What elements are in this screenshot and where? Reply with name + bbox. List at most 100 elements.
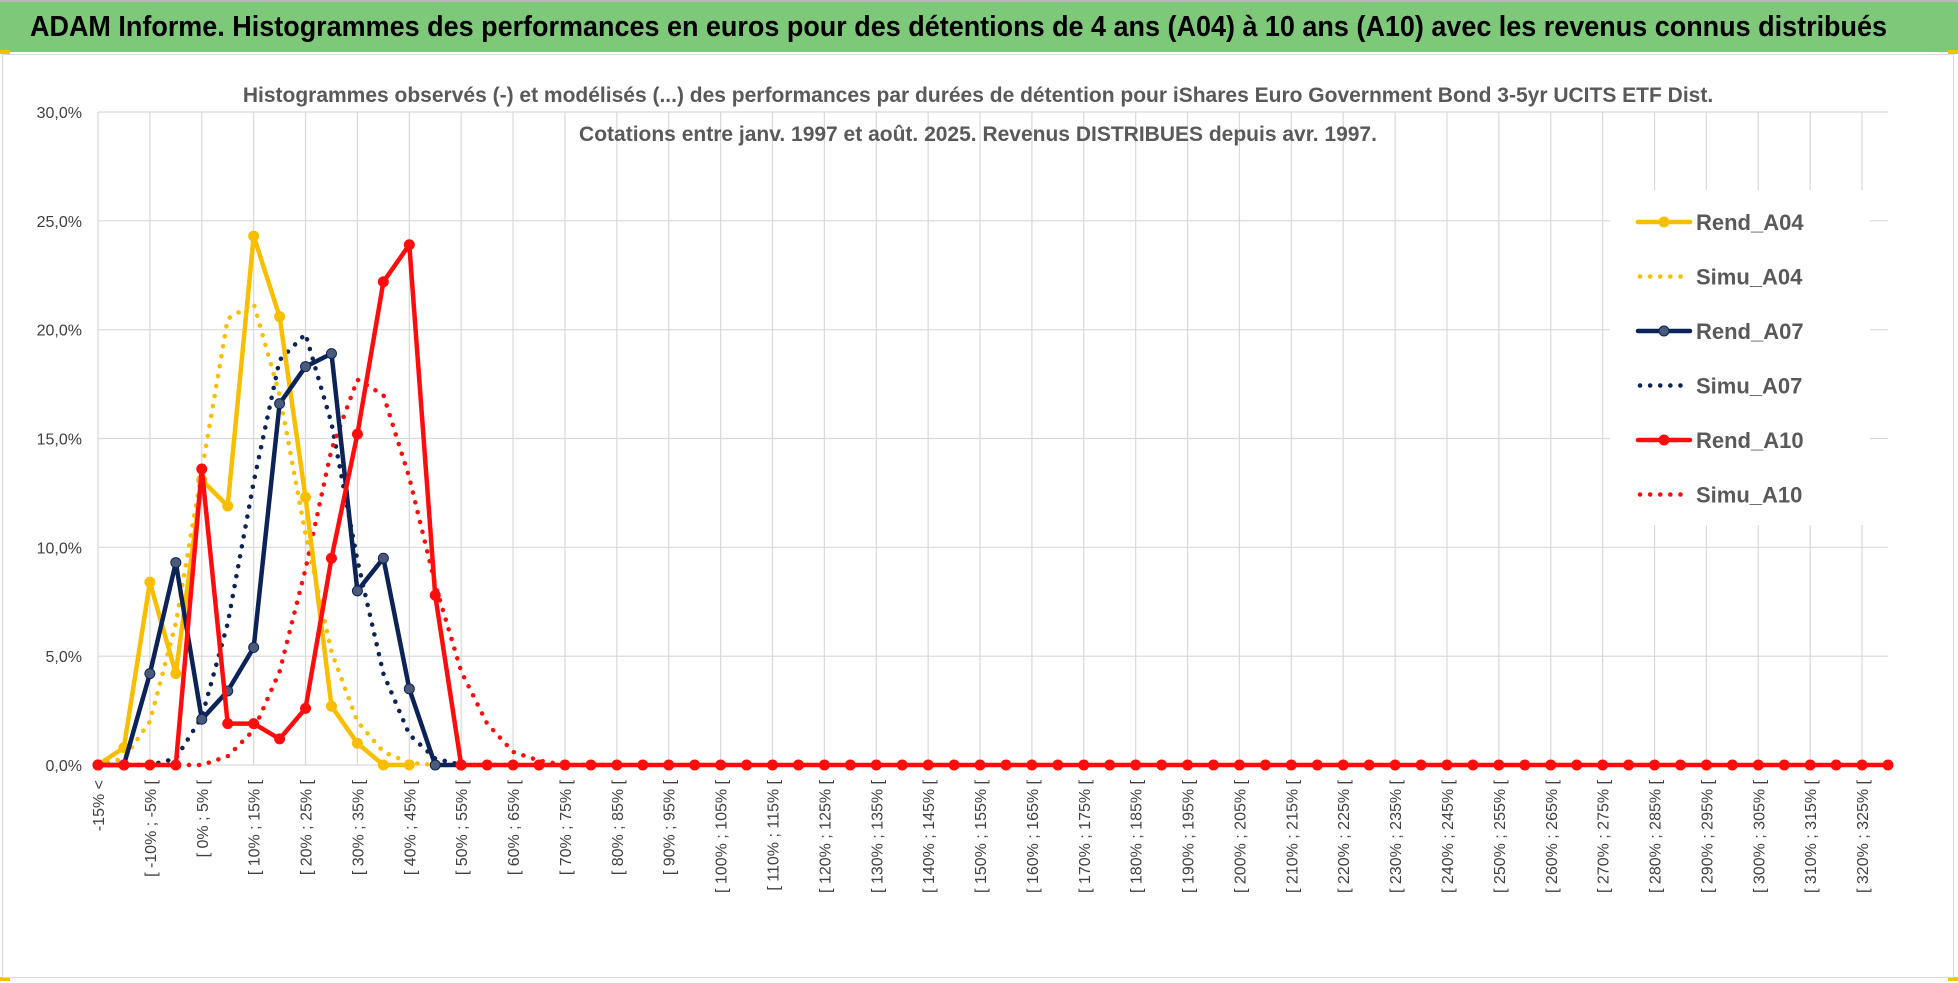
data-point-rend-a10 [922,759,934,771]
x-tick-label: [ 170% ; 175% [ [1077,779,1094,893]
data-point-rend-a10 [1726,759,1738,771]
y-tick-label: 0,0% [46,758,82,775]
x-tick-label: [ 160% ; 165% [ [1025,779,1042,893]
data-point-rend-a10 [1856,759,1868,771]
data-point-rend-a04 [170,668,182,680]
corner-mark [1948,977,1958,981]
x-tick-label: [ 120% ; 125% [ [817,779,834,893]
x-tick-label: [ 30% ; 35% [ [350,779,367,875]
x-tick-label: [ 280% ; 285% [ [1648,779,1665,893]
legend-marker-rend-a10 [1658,434,1670,446]
data-point-rend-a10 [1389,759,1401,771]
corner-mark [0,977,10,981]
data-point-rend-a10 [1649,759,1661,771]
data-point-rend-a07 [144,668,156,680]
data-point-rend-a10 [1441,759,1453,771]
data-point-rend-a10 [1052,759,1064,771]
x-tick-label: [ 310% ; 315% [ [1803,779,1820,893]
y-tick-label: 10,0% [37,540,82,557]
data-point-rend-a10 [1026,759,1038,771]
data-point-rend-a07 [403,683,415,695]
x-tick-label: [ 300% ; 305% [ [1751,779,1768,893]
x-tick-label: [ 40% ; 45% [ [402,779,419,875]
x-tick-label: [ 270% ; 275% [ [1596,779,1613,893]
data-point-rend-a07 [170,557,182,569]
data-point-rend-a10 [1597,759,1609,771]
gridlines [97,111,1888,766]
data-point-rend-a10 [844,759,856,771]
data-point-rend-a10 [1882,759,1894,771]
data-point-rend-a10 [1078,759,1090,771]
data-point-rend-a10 [896,759,908,771]
data-point-rend-a10 [118,759,130,771]
data-point-rend-a10 [1259,759,1271,771]
data-point-rend-a10 [1467,759,1479,771]
data-point-rend-a10 [403,239,415,251]
data-point-rend-a07 [300,361,312,373]
x-tick-label: [ 60% ; 65% [ [506,779,523,875]
data-point-rend-a10 [274,733,286,745]
data-point-rend-a10 [948,759,960,771]
data-point-rend-a04 [325,700,337,712]
data-point-rend-a10 [351,428,363,440]
x-tick-label: [ 240% ; 245% [ [1440,779,1457,893]
data-point-rend-a10 [766,759,778,771]
y-tick-label: 15,0% [37,432,82,449]
data-point-rend-a10 [300,702,312,714]
data-point-rend-a10 [1363,759,1375,771]
x-tick-label: [ 70% ; 75% [ [558,779,575,875]
data-point-rend-a04 [248,230,260,242]
data-point-rend-a04 [351,737,363,749]
data-point-rend-a10 [1674,759,1686,771]
data-point-rend-a07 [325,348,337,360]
data-point-rend-a07 [248,641,260,653]
data-point-rend-a10 [325,552,337,564]
x-tick-label: [ 230% ; 235% [ [1388,779,1405,893]
data-point-rend-a10 [715,759,727,771]
data-point-rend-a10 [1493,759,1505,771]
x-tick-label: [ 20% ; 25% [ [299,779,316,875]
series-lines [92,230,1894,771]
chart-frame [2,54,1954,978]
legend-background [1610,190,1870,525]
data-point-rend-a10 [1804,759,1816,771]
data-point-rend-a07 [377,552,389,564]
data-point-rend-a10 [1130,759,1142,771]
data-point-rend-a10 [1208,759,1220,771]
data-point-rend-a10 [507,759,519,771]
data-point-rend-a10 [1311,759,1323,771]
legend-marker-rend-a07 [1658,325,1670,337]
data-point-rend-a04 [144,576,156,588]
data-point-rend-a04 [403,759,415,771]
y-tick-label: 20,0% [37,323,82,340]
data-point-rend-a10 [222,718,234,730]
data-point-rend-a07 [351,585,363,597]
data-point-rend-a10 [792,759,804,771]
x-tick-label: [ 10% ; 15% [ [247,779,264,875]
x-axis-ticks: -15% < [ -10% ; -5% [[ 0% ; 5% [[ 10% ; 1… [91,779,1872,893]
x-tick-label: [ 100% ; 105% [ [714,779,731,893]
data-point-rend-a10 [974,759,986,771]
data-point-rend-a10 [92,759,104,771]
legend-label-simu-a04: Simu_A04 [1696,265,1803,290]
data-point-rend-a10 [1519,759,1531,771]
x-tick-label: [ 90% ; 95% [ [662,779,679,875]
x-tick-label: [ 140% ; 145% [ [921,779,938,893]
x-tick-label: [ 290% ; 295% [ [1699,779,1716,893]
data-point-rend-a10 [1545,759,1557,771]
data-point-rend-a10 [1623,759,1635,771]
data-point-rend-a10 [663,759,675,771]
y-tick-label: 5,0% [46,649,82,666]
x-tick-label: [ 200% ; 205% [ [1232,779,1249,893]
data-point-rend-a07 [429,759,441,771]
data-point-rend-a10 [1156,759,1168,771]
series-line-simu-a07 [95,331,516,768]
data-point-rend-a10 [455,759,467,771]
legend: Rend_A04 Simu_A04 Rend_A07 Simu_A07 Rend_A10… [1635,210,1804,508]
chart-title: Histogrammes observés (-) et modélisés (… [243,84,1713,107]
data-point-rend-a10 [1285,759,1297,771]
legend-marker-rend-a04 [1658,216,1670,228]
data-point-rend-a10 [481,759,493,771]
data-point-rend-a10 [144,759,156,771]
